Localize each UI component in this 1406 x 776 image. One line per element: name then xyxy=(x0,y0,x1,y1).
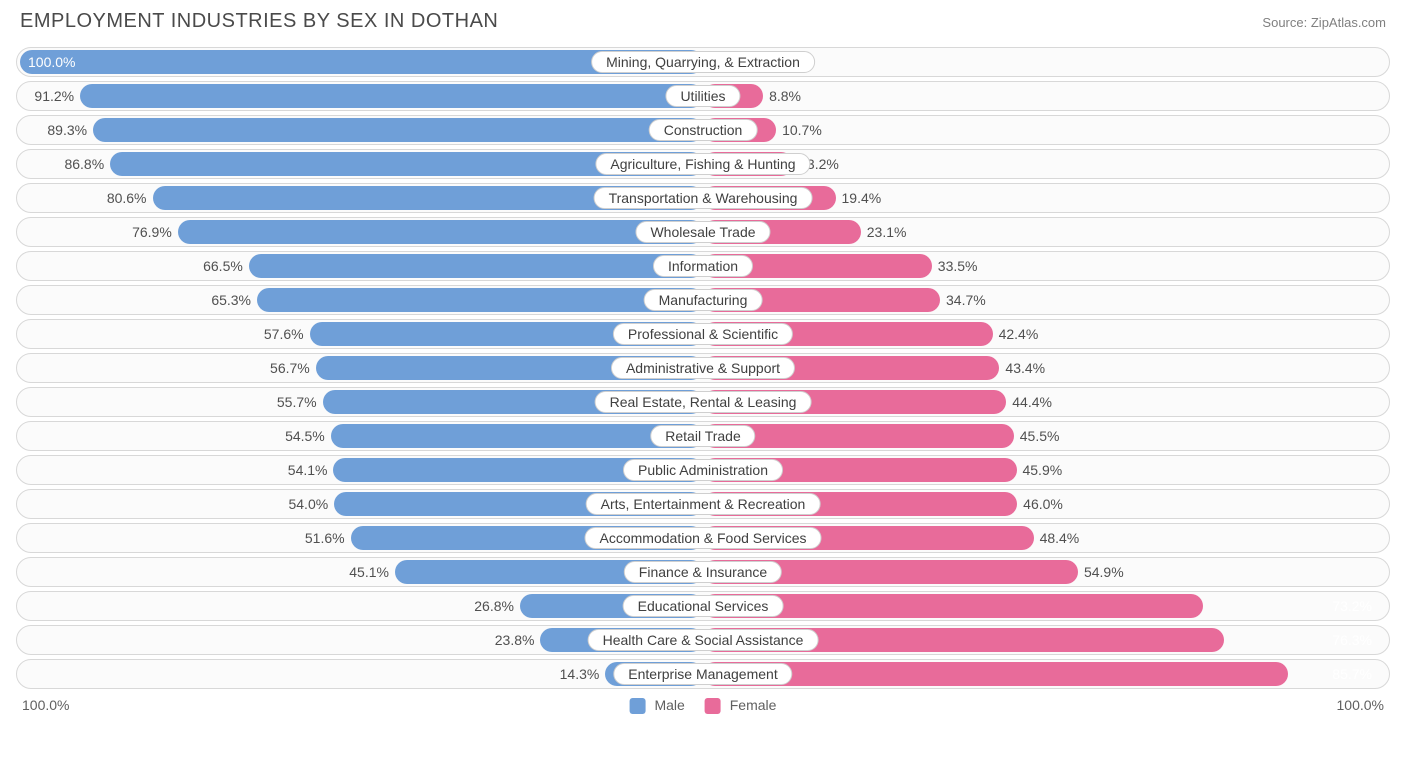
category-label: Retail Trade xyxy=(650,425,755,447)
category-label: Manufacturing xyxy=(644,289,763,311)
male-pct-label: 86.8% xyxy=(64,156,104,172)
chart-row: 91.2% 8.8% Utilities xyxy=(16,81,1390,111)
male-bar xyxy=(178,220,703,244)
chart-row: 80.6% 19.4% Transportation & Warehousing xyxy=(16,183,1390,213)
category-label: Public Administration xyxy=(623,459,783,481)
category-label: Transportation & Warehousing xyxy=(594,187,813,209)
category-label: Administrative & Support xyxy=(611,357,795,379)
male-pct-label: 55.7% xyxy=(277,394,317,410)
female-pct-label: 10.7% xyxy=(782,122,822,138)
category-label: Mining, Quarrying, & Extraction xyxy=(591,51,815,73)
category-label: Agriculture, Fishing & Hunting xyxy=(595,153,810,175)
male-bar xyxy=(257,288,703,312)
male-pct-label: 91.2% xyxy=(34,88,74,104)
male-bar xyxy=(249,254,703,278)
category-label: Accommodation & Food Services xyxy=(585,527,822,549)
male-pct-label: 26.8% xyxy=(474,598,514,614)
chart-row: 14.3% 85.7% Enterprise Management xyxy=(16,659,1390,689)
chart-row: 45.1% 54.9% Finance & Insurance xyxy=(16,557,1390,587)
female-pct-label: 48.4% xyxy=(1040,530,1080,546)
chart-row: 23.8% 76.3% Health Care & Social Assistanc… xyxy=(16,625,1390,655)
category-label: Construction xyxy=(649,119,758,141)
chart-row: 66.5% 33.5% Information xyxy=(16,251,1390,281)
category-label: Health Care & Social Assistance xyxy=(588,629,819,651)
female-pct-label: 19.4% xyxy=(842,190,882,206)
source-name: ZipAtlas.com xyxy=(1311,15,1386,30)
category-label: Finance & Insurance xyxy=(624,561,782,583)
chart-row: 26.8% 73.2% Educational Services xyxy=(16,591,1390,621)
category-label: Professional & Scientific xyxy=(613,323,793,345)
chart-row: 86.8%13.2%Agriculture, Fishing & Hunting xyxy=(16,149,1390,179)
male-pct-label: 54.1% xyxy=(288,462,328,478)
male-pct-label: 66.5% xyxy=(203,258,243,274)
legend-female-label: Female xyxy=(730,697,777,713)
category-label: Enterprise Management xyxy=(613,663,792,685)
male-pct-label: 23.8% xyxy=(495,632,535,648)
chart-row: 100.0%0.0%Mining, Quarrying, & Extractio… xyxy=(16,47,1390,77)
source-prefix: Source: xyxy=(1262,15,1307,30)
male-bar xyxy=(331,424,703,448)
axis-left-label: 100.0% xyxy=(22,697,69,713)
legend-female: Female xyxy=(705,697,777,714)
chart-row: 57.6% 42.4% Professional & Scientific xyxy=(16,319,1390,349)
category-label: Utilities xyxy=(665,85,740,107)
female-pct-label: 23.1% xyxy=(867,224,907,240)
female-swatch-icon xyxy=(705,698,721,714)
female-pct-label: 34.7% xyxy=(946,292,986,308)
chart-row: 89.3% 10.7% Construction xyxy=(16,115,1390,145)
male-pct-label: 76.9% xyxy=(132,224,172,240)
female-pct-label: 33.5% xyxy=(938,258,978,274)
chart-row: 56.7% 43.4% Administrative & Support xyxy=(16,353,1390,383)
chart-source: Source: ZipAtlas.com xyxy=(1262,15,1386,30)
category-label: Wholesale Trade xyxy=(635,221,770,243)
legend-male-label: Male xyxy=(654,697,684,713)
category-label: Educational Services xyxy=(623,595,784,617)
female-pct-label: 8.8% xyxy=(769,88,801,104)
chart-row: 65.3% 34.7% Manufacturing xyxy=(16,285,1390,315)
category-label: Arts, Entertainment & Recreation xyxy=(586,493,821,515)
male-pct-label: 100.0% xyxy=(28,54,75,70)
chart-row: 54.1% 45.9% Public Administration xyxy=(16,455,1390,485)
legend: Male Female xyxy=(630,697,777,714)
male-swatch-icon xyxy=(630,698,646,714)
female-pct-label: 46.0% xyxy=(1023,496,1063,512)
male-bar xyxy=(80,84,703,108)
female-pct-label: 54.9% xyxy=(1084,564,1124,580)
male-pct-label: 54.0% xyxy=(288,496,328,512)
female-pct-label: 43.4% xyxy=(1005,360,1045,376)
male-pct-label: 80.6% xyxy=(107,190,147,206)
female-pct-label: 45.5% xyxy=(1020,428,1060,444)
chart-title: EMPLOYMENT INDUSTRIES BY SEX IN DOTHAN xyxy=(20,10,498,33)
male-bar xyxy=(93,118,703,142)
female-pct-label: 42.4% xyxy=(999,326,1039,342)
chart-row: 55.7% 44.4% Real Estate, Rental & Leasing xyxy=(16,387,1390,417)
chart-row: 76.9% 23.1% Wholesale Trade xyxy=(16,217,1390,247)
category-label: Information xyxy=(653,255,753,277)
chart-rows: 100.0%0.0%Mining, Quarrying, & Extractio… xyxy=(16,47,1390,689)
axis-right-label: 100.0% xyxy=(1337,697,1384,713)
male-pct-label: 54.5% xyxy=(285,428,325,444)
chart-header: EMPLOYMENT INDUSTRIES BY SEX IN DOTHAN S… xyxy=(16,10,1390,33)
chart-footer: 100.0% Male Female 100.0% xyxy=(16,697,1390,721)
male-pct-label: 51.6% xyxy=(305,530,345,546)
male-pct-label: 89.3% xyxy=(47,122,87,138)
female-pct-label: 73.2% xyxy=(1332,598,1372,614)
female-pct-label: 45.9% xyxy=(1022,462,1062,478)
male-pct-label: 56.7% xyxy=(270,360,310,376)
male-pct-label: 65.3% xyxy=(211,292,251,308)
female-pct-label: 44.4% xyxy=(1012,394,1052,410)
chart-row: 51.6% 48.4% Accommodation & Food Services xyxy=(16,523,1390,553)
legend-male: Male xyxy=(630,697,685,714)
male-pct-label: 45.1% xyxy=(349,564,389,580)
male-pct-label: 57.6% xyxy=(264,326,304,342)
chart-row: 54.0% 46.0% Arts, Entertainment & Recreati… xyxy=(16,489,1390,519)
chart-row: 54.5% 45.5% Retail Trade xyxy=(16,421,1390,451)
female-pct-label: 85.7% xyxy=(1332,666,1372,682)
male-pct-label: 14.3% xyxy=(560,666,600,682)
female-pct-label: 76.3% xyxy=(1332,632,1372,648)
category-label: Real Estate, Rental & Leasing xyxy=(595,391,812,413)
